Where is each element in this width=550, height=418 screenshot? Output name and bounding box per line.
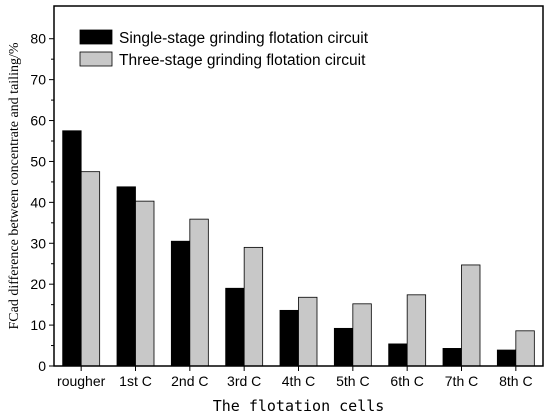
y-tick-label: 10 bbox=[30, 317, 46, 333]
bar-single-stage-9 bbox=[496, 349, 517, 367]
bar-three-stage-9 bbox=[515, 330, 535, 367]
x-tick-label: 8th C bbox=[499, 373, 532, 389]
x-tick-label: rougher bbox=[57, 373, 106, 389]
bar-single-stage-2 bbox=[116, 186, 136, 367]
y-tick-label: 80 bbox=[30, 31, 46, 47]
x-tick-label: 3rd C bbox=[227, 373, 261, 389]
legend-label-three-stage: Three-stage grinding flotation circuit bbox=[119, 52, 366, 69]
bar-single-stage-5 bbox=[279, 309, 299, 367]
bar-three-stage-7 bbox=[406, 294, 427, 367]
x-axis-title: The flotation cells bbox=[213, 397, 385, 415]
bar-single-stage-1 bbox=[62, 130, 82, 367]
x-tick-label: 6th C bbox=[390, 373, 423, 389]
y-tick-label: 50 bbox=[30, 153, 46, 169]
legend-swatch-single-stage bbox=[79, 29, 113, 45]
bar-single-stage-7 bbox=[388, 343, 408, 367]
legend-label-single-stage: Single-stage grinding flotation circuit bbox=[119, 30, 369, 47]
bar-single-stage-6 bbox=[333, 327, 354, 367]
x-tick-label: 1st C bbox=[119, 373, 152, 389]
bar-three-stage-6 bbox=[352, 303, 372, 367]
legend: Single-stage grinding flotation circuit T… bbox=[79, 29, 369, 69]
y-tick-label: 0 bbox=[38, 358, 46, 374]
x-tick-label: 2nd C bbox=[171, 373, 208, 389]
bar-single-stage-3 bbox=[170, 240, 191, 367]
y-tick-label: 60 bbox=[30, 113, 46, 129]
bar-three-stage-1 bbox=[80, 171, 101, 367]
bar-three-stage-4 bbox=[243, 246, 264, 367]
bar-three-stage-5 bbox=[298, 296, 318, 367]
x-tick-label: 4th C bbox=[282, 373, 315, 389]
bar-single-stage-8 bbox=[442, 348, 462, 367]
y-tick-label: 20 bbox=[30, 276, 46, 292]
bar-three-stage-3 bbox=[189, 218, 209, 367]
x-tick-label: 5th C bbox=[336, 373, 369, 389]
ticks-layer: rougher 1st C 2nd C 3rd C 4th C 5th C 6th C 7th… bbox=[30, 31, 532, 389]
bar-three-stage-8 bbox=[461, 264, 481, 367]
x-tick-label: 7th C bbox=[445, 373, 478, 389]
y-tick-label: 30 bbox=[30, 235, 46, 251]
y-tick-label: 70 bbox=[30, 72, 46, 88]
y-tick-label: 40 bbox=[30, 194, 46, 210]
legend-swatch-three-stage bbox=[79, 51, 113, 67]
bar-three-stage-2 bbox=[135, 200, 155, 367]
y-axis-title: FCad difference between concentrate and … bbox=[7, 42, 22, 329]
bar-single-stage-4 bbox=[225, 287, 245, 367]
bars-layer bbox=[62, 130, 535, 367]
